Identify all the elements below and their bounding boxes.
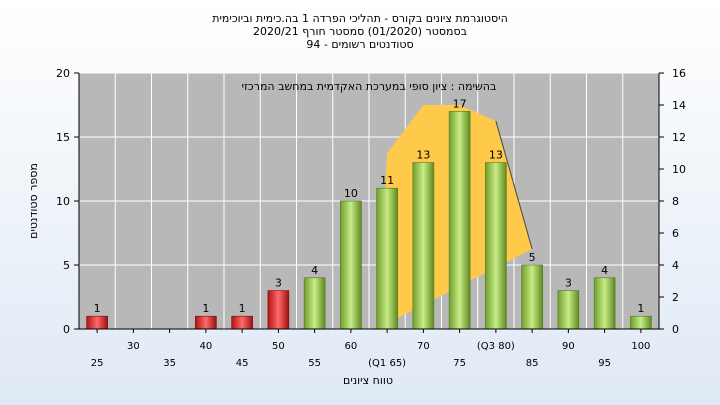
bar [303,277,326,330]
y2-tick-label: 8 [672,195,679,208]
x-tick-label: 50 [272,341,285,352]
y-tick-label: 10 [56,195,70,208]
title-line-3: סטודנטים רשומים - 94 [306,38,413,51]
bar-value-label: 1 [202,302,209,315]
y-axis-title: מספר סטודנטים [27,163,40,239]
bar-value-label: 4 [311,264,318,277]
bar [485,162,507,330]
connector-line [495,120,533,250]
bar [86,315,108,330]
x-tick-label: 30 [127,341,140,352]
bar-value-label: 1 [239,302,246,315]
x-tick-label: 25 [91,358,104,369]
bar [593,277,616,330]
x-tick-label: 70 [417,341,430,352]
bars-layer [86,111,652,330]
x-tick-label: 90 [562,341,575,352]
bar [195,315,217,330]
x-tick-label: 85 [526,358,539,369]
y2-tick-label: 16 [672,67,686,80]
bar [267,290,290,330]
x-tick-label: 100 [631,341,650,352]
bar [376,187,398,330]
x-tick-label: 75 [453,358,466,369]
y2-tick-label: 12 [672,131,686,144]
y-tick-label: 20 [56,67,70,80]
y2-tick-label: 10 [672,163,686,176]
y2-tick-label: 2 [672,291,679,304]
y-tick-label: 0 [63,323,70,336]
x-tick-label: 35 [163,358,176,369]
bar-value-label: 3 [565,277,572,290]
y-tick-label: 5 [63,259,70,272]
x-tick-label: (Q3 80) [477,341,515,352]
y2-tick-label: 14 [672,99,686,112]
x-tick-label: 40 [200,341,213,352]
bar [340,200,362,330]
y2-tick-label: 0 [672,323,679,336]
bar-value-label: 11 [380,174,394,187]
x-tick-label: 95 [598,358,611,369]
bar [557,290,580,330]
connector-layer [495,120,533,250]
annotation-text: בהשימה : ציון סופי במערכת האקדמית במחשב … [242,80,497,93]
bar-value-label: 13 [489,149,503,162]
bar [448,111,471,330]
bar-value-label: 4 [601,264,608,277]
bar-value-label: 3 [275,277,282,290]
x-tick-label: 55 [308,358,321,369]
axes-layer: 0510152002468101214162530354045505560(Q1… [56,67,686,369]
bar-value-label: 1 [637,302,644,315]
bar [231,315,253,330]
bar-value-label: 10 [344,187,358,200]
bar-value-label: 5 [529,251,536,264]
y-tick-label: 15 [56,131,70,144]
x-tick-label: 60 [345,341,358,352]
bar [630,315,652,330]
y2-tick-label: 6 [672,227,679,240]
x-tick-label: 45 [236,358,249,369]
title-line-1: היסטוגרמת ציונים בקורס - תהליכי הפרדה 1 … [212,12,508,25]
x-axis-title: טווח ציונים [343,374,393,387]
title-line-2: בסמסטר (01/2020) סמסטר חורף 2020/21 [253,25,467,38]
bar [521,264,543,330]
bar [412,162,435,330]
x-tick-label: (Q1 65) [368,358,406,369]
bar-value-label: 1 [94,302,101,315]
bar-value-label: 17 [453,97,467,110]
bar-value-label: 13 [416,149,430,162]
chart-title: היסטוגרמת ציונים בקורס - תהליכי הפרדה 1 … [212,12,508,51]
y2-tick-label: 4 [672,259,679,272]
